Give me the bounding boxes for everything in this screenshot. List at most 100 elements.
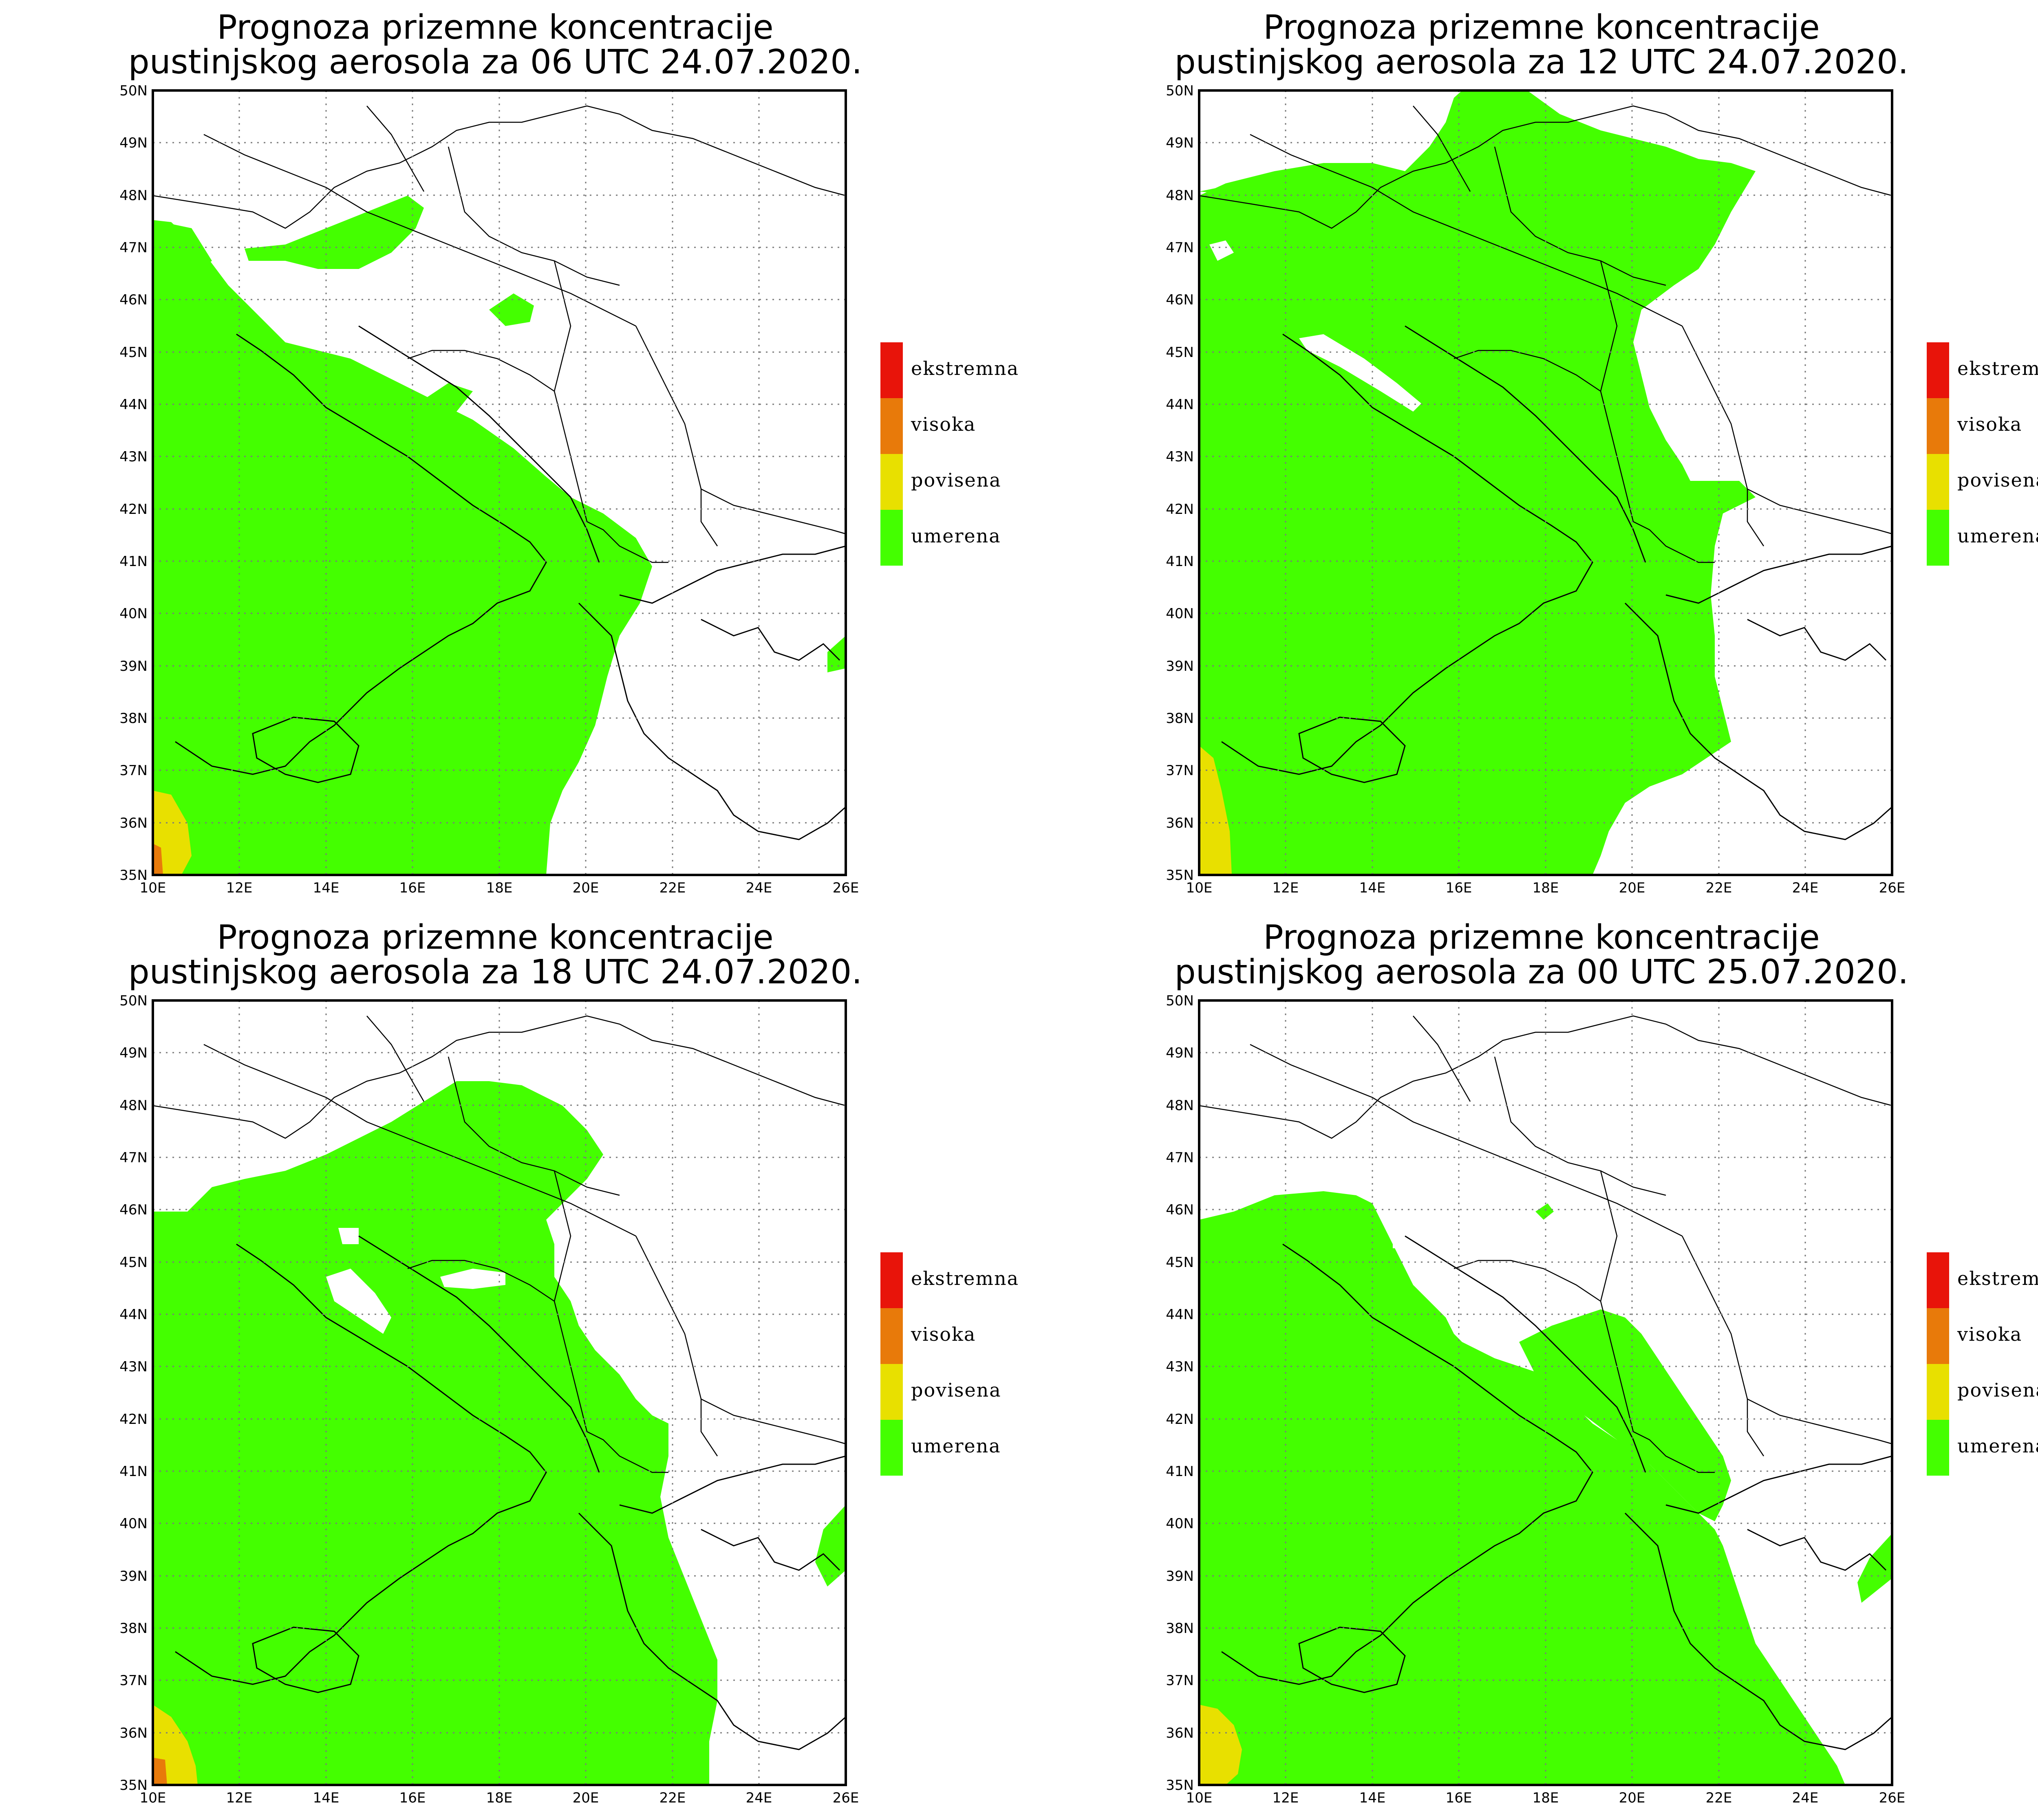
lon-tick: 26E [833, 880, 859, 896]
lon-tick: 26E [1879, 880, 1906, 896]
lat-tick: 48N [1166, 187, 1194, 204]
panel-title-line2: pustinjskog aerosola za 06 UTC 24.07.202… [128, 43, 862, 82]
grid-lines [153, 1000, 846, 1785]
country-borders [152, 105, 846, 563]
coastline [175, 325, 846, 840]
legend-swatch-povisena [1927, 454, 1949, 510]
lon-tick: 24E [1792, 880, 1819, 896]
legend-swatch-ekstremna [880, 342, 903, 398]
lat-tick: 38N [1166, 710, 1194, 727]
lat-tick: 43N [119, 1359, 148, 1375]
grid-lines [153, 90, 846, 875]
panel-title-line2: pustinjskog aerosola za 18 UTC 24.07.202… [128, 953, 862, 992]
lat-tick: 36N [119, 815, 148, 831]
lon-tick: 10E [140, 1790, 166, 1806]
lon-axis-labels: 10E 12E 14E 16E 18E 20E 22E 24E 26E [1186, 880, 1906, 896]
lat-tick: 40N [119, 1516, 148, 1532]
legend-swatch-ekstremna [1927, 1252, 1949, 1308]
lat-tick: 50N [119, 83, 148, 99]
lat-tick: 38N [119, 710, 148, 727]
lon-tick: 26E [1879, 1790, 1906, 1806]
map-border [152, 999, 847, 1786]
lon-tick: 12E [226, 1790, 253, 1806]
dust-umerena-zone [1199, 90, 1756, 875]
legend-label-visoka: visoka [1957, 1323, 2022, 1345]
legend-swatch-visoka [1927, 1308, 1949, 1364]
coastline [1221, 1235, 1892, 1750]
dust-povisena-zone [1199, 746, 1232, 875]
lat-tick: 44N [1166, 1307, 1194, 1323]
country-borders [1199, 105, 1892, 563]
lon-axis-labels: 10E 12E 14E 16E 18E 20E 22E 24E 26E [140, 880, 859, 896]
lat-axis-labels: 35N 36N 37N 38N 39N 40N 41N 42N 43N 44N … [1166, 83, 1194, 884]
clear-gap [1641, 293, 1715, 473]
map-panel-0724-18utc: Prognoza prizemne koncentracije pustinjs… [0, 910, 1046, 1820]
lon-tick: 12E [1273, 1790, 1299, 1806]
lat-tick: 48N [1166, 1097, 1194, 1114]
lat-tick: 46N [119, 1202, 148, 1218]
lat-tick: 47N [1166, 1150, 1194, 1166]
panel-title-line2: pustinjskog aerosola za 00 UTC 25.07.202… [1175, 953, 1909, 992]
lat-tick: 36N [1166, 815, 1194, 831]
lat-tick: 42N [1166, 1411, 1194, 1428]
map-frame [152, 89, 847, 876]
lon-tick: 24E [746, 880, 772, 896]
legend-swatch-visoka [880, 398, 903, 454]
legend: ekstremna visoka povisena umerena [880, 342, 1019, 566]
lon-axis-labels: 10E 12E 14E 16E 18E 20E 22E 24E 26E [1186, 1790, 1906, 1806]
panel-title-line2: pustinjskog aerosola za 12 UTC 24.07.202… [1175, 43, 1909, 82]
map-frame [152, 999, 847, 1786]
map-frame [1198, 999, 1893, 1786]
lon-tick: 12E [1273, 880, 1299, 896]
lon-tick: 26E [833, 1790, 859, 1806]
lat-tick: 41N [1166, 1463, 1194, 1480]
lat-tick: 37N [1166, 762, 1194, 779]
coastline [175, 1235, 846, 1750]
grid-lines [1199, 90, 1892, 875]
lat-tick: 48N [119, 187, 148, 204]
lat-tick: 39N [1166, 658, 1194, 674]
legend-swatch-visoka [880, 1308, 903, 1364]
lat-tick: 47N [119, 1150, 148, 1166]
lat-tick: 45N [119, 344, 148, 361]
lat-tick: 44N [119, 1307, 148, 1323]
lon-tick: 20E [573, 1790, 599, 1806]
lat-tick: 40N [1166, 606, 1194, 622]
legend-label-umerena: umerena [1957, 1435, 2038, 1457]
lat-tick: 41N [1166, 553, 1194, 570]
lat-tick: 37N [1166, 1672, 1194, 1689]
legend-label-visoka: visoka [911, 413, 976, 435]
lat-tick: 45N [119, 1254, 148, 1271]
lat-tick: 44N [119, 397, 148, 413]
map-panel-0724-12utc: Prognoza prizemne koncentracije pustinjs… [1046, 0, 2038, 910]
lat-tick: 43N [119, 449, 148, 465]
lon-tick: 22E [1706, 880, 1732, 896]
legend-label-ekstremna: ekstremna [911, 357, 1019, 379]
lat-tick: 42N [1166, 501, 1194, 518]
lat-tick: 49N [119, 1045, 148, 1061]
lat-tick: 44N [1166, 397, 1194, 413]
lat-tick: 37N [119, 762, 148, 779]
lon-tick: 22E [659, 880, 686, 896]
legend-label-visoka: visoka [1957, 413, 2022, 435]
lat-tick: 39N [1166, 1568, 1194, 1584]
lat-axis-labels: 35N 36N 37N 38N 39N 40N 41N 42N 43N 44N … [119, 993, 148, 1794]
lon-tick: 16E [399, 1790, 426, 1806]
lat-tick: 43N [1166, 1359, 1194, 1375]
legend-swatch-povisena [880, 1364, 903, 1420]
lat-tick: 36N [1166, 1725, 1194, 1741]
lat-tick: 45N [1166, 1254, 1194, 1271]
lon-tick: 18E [1533, 880, 1559, 896]
lat-tick: 39N [119, 1568, 148, 1584]
legend-swatch-umerena [880, 510, 903, 566]
legend-label-povisena: povisena [1957, 469, 2038, 491]
map-panel-0624-06utc: Prognoza prizemne koncentracije pustinjs… [0, 0, 1046, 910]
map-border [152, 89, 847, 876]
lon-tick: 14E [1359, 880, 1386, 896]
lon-tick: 16E [399, 880, 426, 896]
lon-tick: 10E [140, 880, 166, 896]
lon-tick: 12E [226, 880, 253, 896]
lon-tick: 18E [1533, 1790, 1559, 1806]
map-panel-0725-00utc: Prognoza prizemne koncentracije pustinjs… [1046, 910, 2038, 1820]
lat-tick: 49N [1166, 1045, 1194, 1061]
